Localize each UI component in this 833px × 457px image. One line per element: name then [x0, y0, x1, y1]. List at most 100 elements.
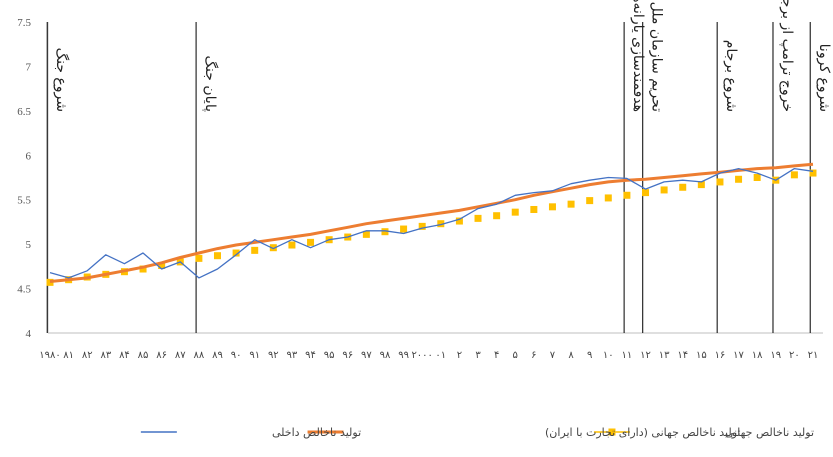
world-gdp-marker [46, 278, 54, 286]
world-gdp-marker [232, 249, 240, 257]
world-gdp-marker [381, 228, 389, 236]
x-tick-label: ۱۶ [715, 350, 726, 361]
world-gdp-marker [493, 212, 501, 220]
world-gdp-marker [195, 254, 203, 262]
event-label: شروع جنگ [53, 48, 70, 112]
legend-item-trade-partners-gdp: تولید ناخالص جهانی (دارای تجارت با ایران… [307, 426, 740, 439]
x-tick-label: ۹۶ [342, 350, 353, 361]
trade-partners-gdp-line [49, 162, 814, 283]
x-tick-label: ۹ [587, 350, 592, 361]
x-tick-label: ۲۰۰۰ [411, 350, 432, 361]
world-gdp-marker [362, 230, 370, 238]
y-tick-label: 5.5 [17, 195, 31, 207]
world-gdp-marker [790, 171, 798, 179]
x-tick-label: ۷ [550, 350, 556, 361]
world-gdp-marker [567, 200, 575, 208]
x-tick-label: ۹۳ [287, 350, 298, 361]
x-tick-label: ۱۱ [622, 350, 633, 361]
y-tick-label: 4.5 [17, 284, 31, 296]
x-tick-label: ۸۷ [175, 350, 186, 361]
x-tick-label: ۱۹ [770, 350, 781, 361]
world-gdp-marker [604, 194, 612, 202]
event-label: هدفمندسازی یارانه‌ها [630, 0, 646, 112]
x-tick-label: ۱۸ [752, 350, 763, 361]
legend-label: تولید ناخالص جهانی [725, 426, 814, 439]
world-gdp-marker [269, 244, 277, 252]
world-gdp-marker [735, 175, 743, 183]
world-gdp-marker [418, 222, 426, 230]
x-tick-label: ۲۱ [808, 350, 819, 361]
y-tick-label: 7 [26, 61, 32, 73]
world-gdp-marker [400, 225, 408, 233]
world-gdp-marker [548, 203, 556, 211]
x-tick-label: ۳ [475, 350, 481, 361]
world-gdp-marker [697, 181, 705, 189]
world-gdp-marker [679, 183, 687, 191]
x-tick-label: ۸۹ [212, 350, 223, 361]
legend-label: تولید ناخالص داخلی [272, 426, 361, 439]
x-tick-label: ۱۴ [677, 350, 688, 361]
world-gdp-marker [753, 174, 761, 181]
x-tick-label: ۸۳ [100, 350, 111, 361]
x-tick-label: ۴ [494, 350, 499, 361]
y-tick-label: 7.5 [17, 17, 31, 29]
x-tick-label: ۸۶ [156, 350, 167, 361]
event-label: تحریم سازمان ملل [649, 2, 665, 112]
x-tick-label: ۱۷ [733, 350, 744, 361]
legend-item-world-gdp: تولید ناخالص جهانی [593, 426, 814, 439]
event-label: خروج ترامپ از برجام [779, 0, 795, 112]
x-tick-label: ۹۲ [268, 350, 279, 361]
world-gdp-marker [586, 197, 594, 205]
x-tick-label: ۵ [513, 350, 518, 361]
x-tick-label: ۲ [457, 350, 462, 361]
x-tick-label: ۹۷ [361, 350, 372, 361]
x-axis-tick-labels: ۱۹۸۰ ۸۱ ۸۲ ۸۳ ۸۴ ۸۵ ۸۶ ۸۷ ۸۸ ۸۹ ۹۰ ۹۱ ۹۲ ۹۳ ۹۴ ۹۵ ۹۶ ۹۷ ۹۸… [39, 350, 818, 361]
x-tick-label: ۸۲ [82, 350, 93, 361]
y-tick-label: 5 [26, 239, 32, 251]
world-gdp-marker [474, 214, 482, 222]
x-tick-label: ۱۲ [640, 350, 651, 361]
x-tick-label: ۸۸ [194, 350, 205, 361]
world-gdp-marker [251, 246, 259, 254]
series-layer [46, 162, 817, 286]
y-tick-label: 6.5 [17, 106, 31, 118]
x-tick-label: ۸ [568, 350, 574, 361]
legend-label: تولید ناخالص جهانی (دارای تجارت با ایران… [545, 426, 740, 439]
x-tick-label: ۱۵ [696, 350, 707, 361]
y-axis-tick-labels: 4 4.5 5 5.5 6 6.5 7 7.5 [17, 17, 31, 340]
world-gdp-marker [809, 169, 817, 177]
y-tick-label: 4 [26, 328, 32, 340]
world-gdp-marker [437, 220, 445, 228]
x-tick-label: ۶ [531, 350, 536, 361]
x-tick-label: ۱۳ [659, 350, 670, 361]
x-tick-label: ۹۴ [305, 350, 316, 361]
x-tick-label: ۸۱ [63, 350, 74, 361]
world-gdp-marker [213, 252, 221, 260]
x-tick-label: ۰۱ [435, 350, 446, 361]
event-label: شروع کرونا [816, 44, 832, 112]
world-gdp-marker [288, 241, 296, 249]
world-gdp-marker [455, 217, 463, 225]
world-gdp-marker [139, 265, 147, 273]
world-gdp-marker [642, 189, 650, 197]
event-lines [46, 22, 811, 333]
world-gdp-marker [716, 178, 724, 186]
legend-marker [608, 428, 616, 436]
x-tick-label: ۹۸ [380, 350, 391, 361]
x-tick-label: ۲۰ [789, 350, 800, 361]
world-gdp-marker [158, 261, 166, 269]
world-gdp-marker [623, 191, 631, 199]
world-gdp-marker [660, 186, 668, 194]
legend-item-domestic-gdp: تولید ناخالص داخلی [140, 426, 361, 439]
domestic-gdp-line [49, 167, 814, 279]
world-gdp-marker [307, 238, 315, 246]
event-labels: شروع جنگ پایان جنگ هدفمندسازی یارانه‌ها تحر… [53, 0, 832, 112]
x-tick-label: ۱۰ [603, 350, 614, 361]
event-label: شروع برجام [723, 40, 739, 112]
y-tick-label: 6 [26, 150, 32, 162]
x-tick-label: ۹۰ [231, 350, 242, 361]
